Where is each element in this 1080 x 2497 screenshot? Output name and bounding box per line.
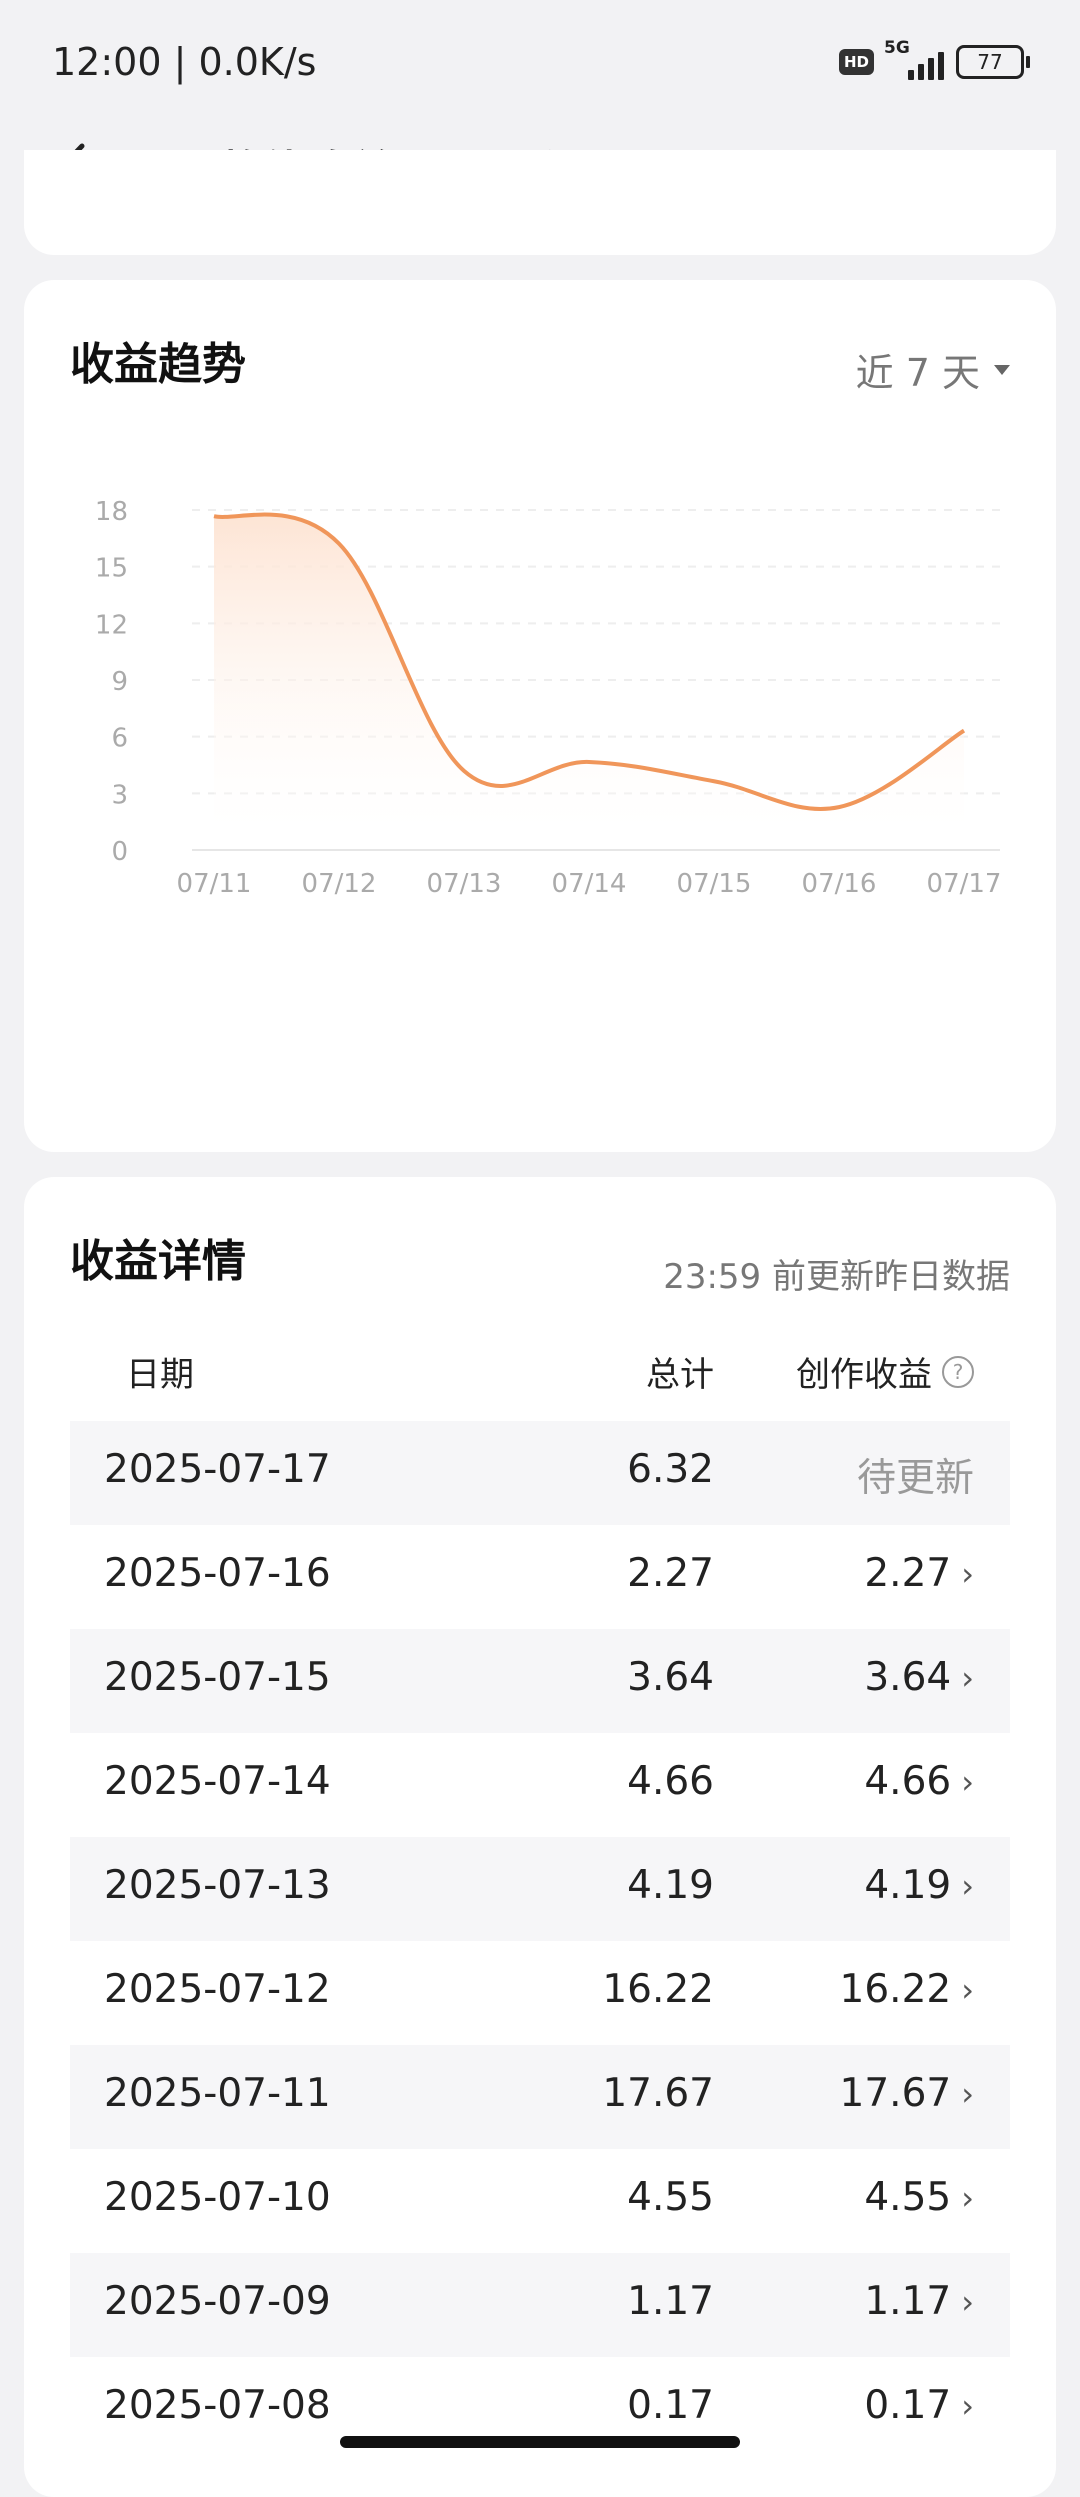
earnings-trend-chart: 0 3 6 9 12 15 18 07/11 07/12 07/13 07/14 07/15 07/1… (24, 450, 1056, 1150)
chevron-right-icon: › (961, 2387, 974, 2425)
row-creation: 1.17 › (864, 2279, 974, 2324)
row-creation-value: 1.17 (864, 2279, 951, 2324)
row-creation-value: 2.27 (864, 1551, 951, 1596)
y-tick-label: 12 (95, 610, 128, 640)
table-row[interactable]: 2025-07-11 17.67 17.67› (70, 2045, 1010, 2149)
chevron-right-icon: › (961, 1971, 974, 2009)
row-total: 4.19 (627, 1863, 714, 1908)
row-creation: 4.55 › (864, 2175, 974, 2220)
row-date: 2025-07-14 (104, 1759, 331, 1804)
row-total: 0.17 (627, 2383, 714, 2428)
battery-icon: 77 (956, 45, 1024, 79)
row-total: 2.27 (627, 1551, 714, 1596)
row-date: 2025-07-12 (104, 1967, 331, 2012)
row-date: 2025-07-16 (104, 1551, 331, 1596)
status-bar: 12:00 | 0.0K/s HD 5G 77 (0, 0, 1080, 130)
range-label: 近 7 天 (856, 342, 980, 397)
row-creation-value: 4.55 (864, 2175, 951, 2220)
row-total: 4.66 (627, 1759, 714, 1804)
hd-badge: HD (839, 49, 874, 75)
table-row[interactable]: 2025-07-13 4.19 4.19 › (70, 1837, 1010, 1941)
row-creation-value: 16.22 (840, 1967, 952, 2012)
table-row[interactable]: 2025-07-14 4.66 4.66 › (70, 1733, 1010, 1837)
chevron-right-icon: › (961, 1659, 974, 1697)
y-tick-label: 9 (111, 667, 128, 697)
row-date: 2025-07-10 (104, 2175, 331, 2220)
detail-card: 收益详情 23:59 前更新昨日数据 日期 总计 创作收益 ? 2025-07-… (24, 1177, 1056, 2497)
table-row: 2025-07-17 6.32 待更新 (70, 1421, 1010, 1525)
table-row[interactable]: 2025-07-09 1.17 1.17 › (70, 2253, 1010, 2357)
series-area (214, 515, 964, 830)
row-creation-value: 0.17 (864, 2383, 951, 2428)
row-creation-value: 4.66 (864, 1759, 951, 1804)
row-creation: 4.19 › (864, 1863, 974, 1908)
chevron-right-icon: › (961, 1555, 974, 1593)
row-total: 1.17 (627, 2279, 714, 2324)
trend-title: 收益趋势 (70, 328, 246, 392)
battery-level: 77 (977, 50, 1002, 74)
status-icons: HD 5G 77 (839, 42, 1024, 82)
caret-down-icon (994, 365, 1010, 375)
row-total: 16.22 (602, 1967, 714, 2012)
row-creation-value: 17.67 (840, 2071, 952, 2116)
row-creation: 4.66 › (864, 1759, 974, 1804)
row-total: 6.32 (627, 1447, 714, 1492)
table-row[interactable]: 2025-07-16 2.27 2.27 › (70, 1525, 1010, 1629)
chevron-right-icon: › (961, 2075, 974, 2113)
header-creation-label: 创作收益 (796, 1347, 932, 1396)
row-creation: 3.64 › (864, 1655, 974, 1700)
table-row[interactable]: 2025-07-15 3.64 3.64 › (70, 1629, 1010, 1733)
row-date: 2025-07-13 (104, 1863, 331, 1908)
chevron-right-icon: › (961, 2283, 974, 2321)
x-tick-label: 07/12 (302, 869, 377, 899)
row-date: 2025-07-08 (104, 2383, 331, 2428)
row-date: 2025-07-15 (104, 1655, 331, 1700)
table-header: 日期 总计 创作收益 ? (70, 1347, 1010, 1407)
x-tick-label: 07/11 (177, 869, 252, 899)
header-creation: 创作收益 ? (796, 1347, 974, 1396)
home-indicator[interactable] (340, 2436, 740, 2448)
detail-title: 收益详情 (70, 1225, 246, 1289)
row-creation: 16.22› (840, 1967, 974, 2012)
network-type: 5G (884, 38, 910, 58)
y-tick-label: 3 (111, 780, 128, 810)
table-row[interactable]: 2025-07-12 16.22 16.22› (70, 1941, 1010, 2045)
status-time: 12:00 | 0.0K/s (52, 40, 316, 84)
y-tick-label: 0 (111, 837, 128, 867)
row-creation-value: 3.64 (864, 1655, 951, 1700)
signal-icon: 5G (886, 44, 944, 80)
chevron-right-icon: › (961, 1763, 974, 1801)
header-total: 总计 (646, 1347, 714, 1396)
row-creation-value: 4.19 (864, 1863, 951, 1908)
range-dropdown[interactable]: 近 7 天 (856, 342, 1010, 397)
row-date: 2025-07-11 (104, 2071, 331, 2116)
row-date: 2025-07-09 (104, 2279, 331, 2324)
row-creation: 2.27 › (864, 1551, 974, 1596)
x-tick-label: 07/14 (552, 869, 627, 899)
overview-card (24, 150, 1056, 255)
row-total: 3.64 (627, 1655, 714, 1700)
y-tick-label: 18 (95, 497, 128, 527)
help-icon[interactable]: ? (942, 1356, 974, 1388)
earnings-table: 2025-07-17 6.32 待更新 2025-07-16 2.27 2.27… (70, 1421, 1010, 2461)
x-tick-label: 07/15 (677, 869, 752, 899)
header-date: 日期 (126, 1347, 194, 1396)
chevron-right-icon: › (961, 2179, 974, 2217)
trend-card: 收益趋势 近 7 天 0 3 6 9 12 15 18 07/11 07/12 07/13 07/… (24, 280, 1056, 1152)
chevron-right-icon: › (961, 1867, 974, 1905)
table-row[interactable]: 2025-07-10 4.55 4.55 › (70, 2149, 1010, 2253)
x-tick-label: 07/13 (427, 869, 502, 899)
row-total: 17.67 (602, 2071, 714, 2116)
y-tick-label: 6 (111, 724, 128, 754)
x-tick-label: 07/16 (802, 869, 877, 899)
row-creation-pending: 待更新 (857, 1447, 974, 1503)
x-tick-label: 07/17 (927, 869, 1002, 899)
row-date: 2025-07-17 (104, 1447, 331, 1492)
row-creation: 17.67› (840, 2071, 974, 2116)
row-creation: 0.17 › (864, 2383, 974, 2428)
y-tick-label: 15 (95, 554, 128, 584)
row-total: 4.55 (627, 2175, 714, 2220)
update-note: 23:59 前更新昨日数据 (663, 1249, 1010, 1298)
